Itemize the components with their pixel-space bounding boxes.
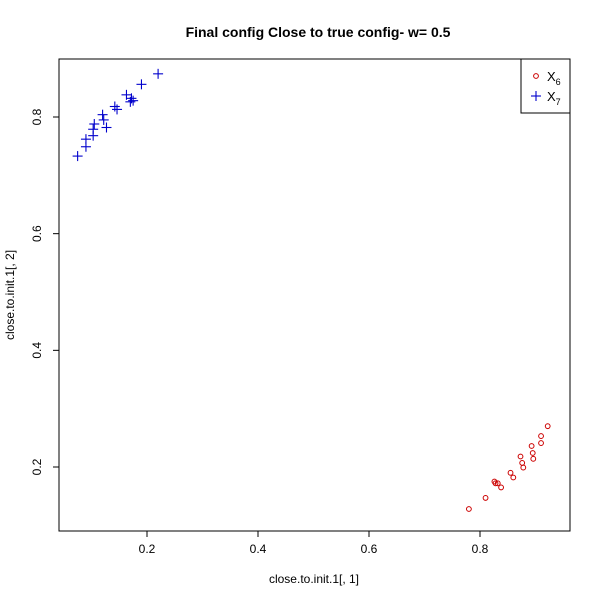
y-tick-label: 0.6 [30,225,44,242]
data-point [97,109,108,120]
data-point [538,440,544,446]
y-axis: 0.2 0.4 0.6 0.8 [30,108,60,475]
series-X7 [72,68,164,162]
legend-marker [533,73,539,79]
y-tick-label: 0.4 [30,342,44,359]
data-point [519,460,526,466]
x-axis-label: close.to.init.1[, 1] [269,572,359,586]
data-point [510,474,517,481]
data-point [528,443,535,449]
y-tick-label: 0.8 [30,108,44,125]
data-point [126,93,137,104]
series-X6 [466,423,551,512]
x-axis: 0.2 0.4 0.6 0.8 [139,530,489,556]
data-point [507,469,514,476]
data-point [544,423,551,430]
data-point [529,450,536,456]
data-points [72,68,551,512]
data-point [136,79,147,90]
data-point [482,495,489,501]
data-point [72,151,83,162]
y-axis-label: close.to.init.1[, 2] [3,250,17,340]
chart-title: Final config Close to true config- w= 0.… [186,24,451,40]
x-tick-label: 0.4 [250,542,267,556]
data-point [153,68,164,79]
data-point [109,101,120,112]
y-tick-label: 0.2 [30,458,44,475]
legend-box [520,58,571,114]
data-point [88,124,99,135]
legend-marker [531,91,541,101]
x-tick-label: 0.8 [472,542,489,556]
x-tick-label: 0.2 [139,542,156,556]
data-point [89,119,100,129]
data-point [517,453,524,460]
x-tick-label: 0.6 [361,542,378,556]
data-point [98,114,109,125]
data-point [80,134,91,145]
data-point [101,122,112,133]
data-point [520,464,527,471]
data-point [494,480,501,487]
data-point [498,484,504,491]
data-point [128,95,139,106]
data-point [112,104,123,115]
data-point [466,506,472,512]
plot-area [58,58,571,532]
data-point [530,455,537,462]
data-point [538,433,544,439]
data-point [492,480,499,487]
